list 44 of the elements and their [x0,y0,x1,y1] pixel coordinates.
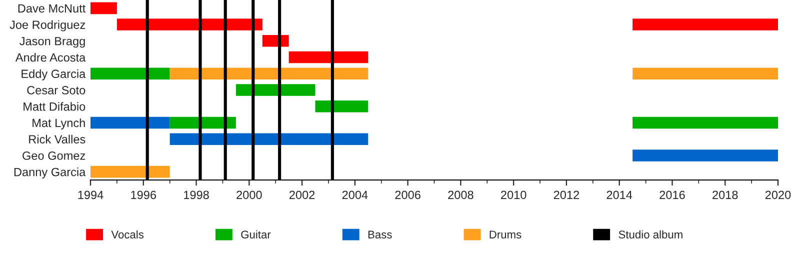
bar [632,68,778,80]
bar [236,84,316,96]
y-tick-label: Geo Gomez [22,151,86,160]
bar [116,18,262,30]
bar [315,100,368,112]
x-tick-label: 2020 [765,190,791,200]
y-tick-label: Eddy Garcia [22,69,86,80]
bar [632,150,778,162]
legend-label: Guitar [241,230,271,238]
y-tick-label: Mat Lynch [32,118,85,130]
y-tick-label: Andre Acosta [15,52,86,62]
legend-label: Bass [368,230,392,238]
x-tick-label: 2018 [712,190,738,200]
legend-label: Drums [490,230,522,238]
y-tick-label: Matt Difabio [24,102,86,111]
y-tick-label: Cesar Soto [27,86,86,94]
x-tick-label: 1996 [131,190,156,200]
x-tick-label: 2000 [236,190,262,200]
x-tick-label: 2002 [290,190,315,200]
x-tick-label: 2008 [448,190,474,200]
bar [632,116,778,129]
x-tick-label: 2004 [342,190,368,200]
bar [288,51,368,64]
y-tick-label: Danny Garcia [14,168,86,179]
legend-label: Studio album [618,230,682,238]
x-tick-label: 1998 [184,190,209,200]
x-tick-label: 2014 [606,190,632,200]
x-tick-label: 2016 [660,190,685,200]
bar [90,2,117,14]
x-tick-label: 2006 [395,190,420,200]
legend-label: Vocals [111,230,144,238]
bar [170,133,368,145]
bar [90,68,170,80]
bar [90,166,170,178]
x-tick-label: 2012 [554,190,579,200]
bar [90,116,170,129]
bar [632,18,778,30]
y-tick-label: Joe Rodriguez [10,20,86,32]
bar [170,68,368,80]
y-tick-label: Dave McNutt [18,4,86,13]
y-tick-label: Jason Bragg [20,37,85,48]
x-tick-label: 2010 [501,190,526,200]
y-tick-label: Rick Valles [29,134,86,144]
x-tick-label: 1994 [78,190,104,200]
